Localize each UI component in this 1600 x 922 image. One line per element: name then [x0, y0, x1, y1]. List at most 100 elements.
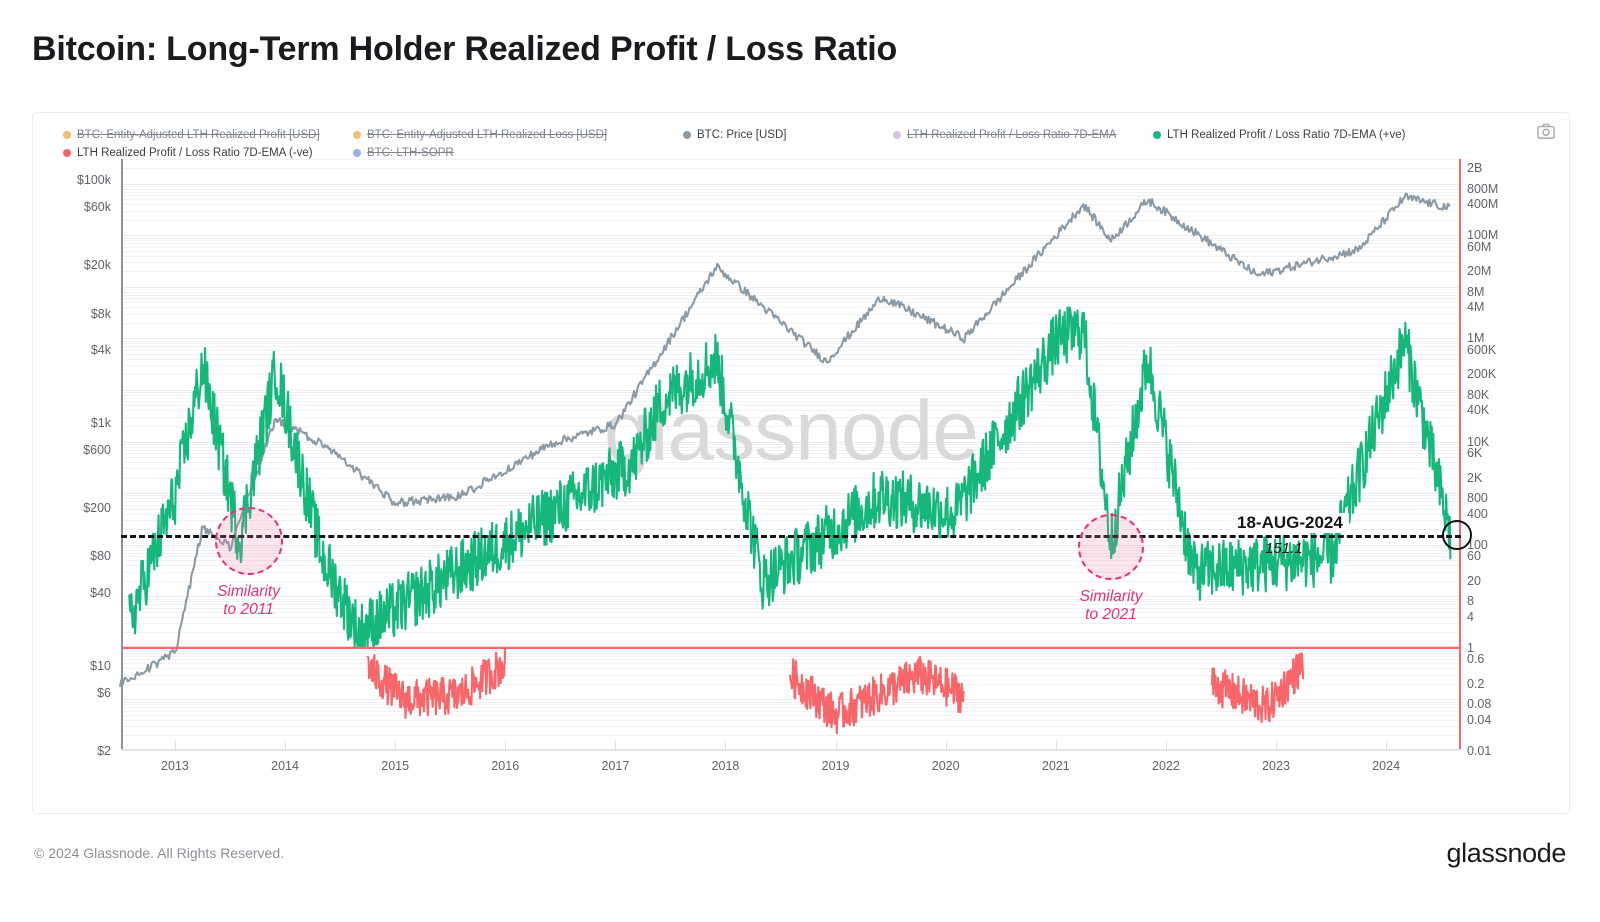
- grid-line: [121, 397, 1461, 399]
- legend-item-1[interactable]: BTC: Entity-Adjusted LTH Realized Loss […: [353, 127, 607, 142]
- x-axis-tick-mark: [174, 741, 176, 751]
- grid-line: [121, 701, 1461, 703]
- y-axis-right-tick: 20M: [1467, 264, 1492, 279]
- y-axis-left-tick: $8k: [90, 306, 111, 321]
- legend-dot-icon: [63, 130, 71, 139]
- grid-line: [121, 374, 1461, 376]
- grid-line: [121, 504, 1461, 506]
- grid-line: [121, 313, 1461, 315]
- legend-dot-icon: [1153, 130, 1161, 139]
- x-axis-tick-mark: [615, 741, 617, 751]
- grid-line: [121, 291, 1461, 293]
- y-axis-left-tick: $20k: [83, 258, 111, 273]
- x-axis-tick: 2022: [1152, 759, 1180, 773]
- x-axis-tick-mark: [285, 741, 287, 751]
- grid-line: [121, 389, 1461, 391]
- y-axis-right-tick: 800: [1467, 491, 1488, 506]
- grid-line: [121, 255, 1461, 257]
- camera-icon[interactable]: [1537, 123, 1555, 139]
- similarity-2021-line1: Similarity: [1079, 588, 1143, 606]
- grid-line: [121, 183, 1461, 185]
- grid-line: [121, 425, 1461, 427]
- x-axis-tick: 2023: [1262, 759, 1290, 773]
- grid-line: [121, 240, 1461, 242]
- y-axis-left-tick: $10: [90, 659, 111, 674]
- grid-line: [121, 191, 1461, 193]
- y-axis-left-tick: $100k: [76, 173, 111, 188]
- y-axis-right-tick: 80K: [1467, 387, 1490, 402]
- grid-line: [121, 338, 1461, 340]
- x-axis-tick-mark: [725, 741, 727, 751]
- y-axis-right-tick: 800M: [1467, 181, 1499, 196]
- similarity-2021-label: Similarity to 2021: [1080, 588, 1143, 624]
- grid-line: [121, 668, 1461, 670]
- y-axis-right-tick: 60M: [1467, 239, 1492, 254]
- y-axis-left-tick: $80: [90, 549, 111, 564]
- y-axis-right-tick: 400M: [1467, 197, 1499, 212]
- grid-line: [121, 294, 1461, 296]
- left-axis-line: [121, 159, 123, 751]
- grid-line: [121, 699, 1461, 701]
- y-axis-left-tick: $60k: [83, 200, 111, 215]
- grid-line: [121, 655, 1461, 657]
- grid-line: [121, 616, 1461, 618]
- grid-line: [121, 410, 1461, 412]
- grid-line: [121, 353, 1461, 355]
- grid-line: [121, 710, 1461, 712]
- y-axis-right-tick: 200K: [1467, 367, 1497, 382]
- legend-item-5[interactable]: LTH Realized Profit / Loss Ratio 7D-EMA …: [63, 145, 313, 160]
- y-axis-right-tick: 0.6: [1467, 652, 1485, 667]
- grid-line: [121, 188, 1461, 190]
- bottom-axis-line: [121, 749, 1461, 751]
- page-title: Bitcoin: Long-Term Holder Realized Profi…: [32, 30, 898, 68]
- series-layer: [119, 192, 1461, 735]
- grid-line: [121, 322, 1461, 324]
- y-axis-left-tick: $1k: [90, 416, 111, 431]
- grid-line: [121, 199, 1461, 201]
- legend-item-4[interactable]: LTH Realized Profit / Loss Ratio 7D-EMA …: [1153, 127, 1406, 142]
- x-axis-tick: 2017: [601, 759, 630, 773]
- legend-label: LTH Realized Profit / Loss Ratio 7D-EMA …: [77, 146, 313, 159]
- legend-dot-icon: [683, 130, 691, 139]
- grid-line: [121, 271, 1461, 273]
- legend-item-0[interactable]: BTC: Entity-Adjusted LTH Realized Profit…: [63, 127, 320, 142]
- grid-line: [121, 611, 1461, 613]
- y-axis-right-tick: 600K: [1467, 342, 1497, 357]
- x-axis-tick: 2024: [1372, 759, 1401, 773]
- grid-line: [121, 674, 1461, 676]
- grid-line: [121, 416, 1461, 418]
- x-axis-tick: 2020: [931, 759, 960, 773]
- x-axis-tick-mark: [945, 741, 947, 751]
- legend-item-2[interactable]: BTC: Price [USD]: [683, 127, 786, 142]
- grid-line: [121, 596, 1461, 598]
- legend-item-6[interactable]: BTC: LTH-SOPR: [353, 145, 454, 160]
- x-axis-tick-mark: [395, 741, 397, 751]
- y-axis-right-tick: 4M: [1467, 300, 1485, 315]
- grid-line: [121, 443, 1461, 445]
- annotation-date-label: 18-AUG-2024: [1231, 513, 1349, 534]
- x-axis-tick: 2015: [381, 759, 410, 773]
- right-axis-line: [1459, 159, 1461, 751]
- grid-line: [121, 544, 1461, 546]
- grid-line: [121, 307, 1461, 309]
- grid-line: [121, 289, 1461, 291]
- grid-line: [121, 493, 1461, 495]
- x-axis-tick: 2014: [271, 759, 299, 773]
- similarity-2011-line1: Similarity: [217, 583, 280, 601]
- grid-line: [121, 286, 1461, 288]
- legend-label: BTC: Entity-Adjusted LTH Realized Profit…: [77, 128, 320, 141]
- grid-line: [121, 358, 1461, 360]
- y-axis-right-tick: 8M: [1467, 284, 1485, 299]
- legend-item-3[interactable]: LTH Realized Profit / Loss Ratio 7D-EMA: [893, 127, 1116, 142]
- legend-label: LTH Realized Profit / Loss Ratio 7D-EMA: [907, 128, 1117, 141]
- grid-line: [121, 441, 1461, 443]
- legend-dot-icon: [893, 130, 901, 139]
- y-axis-left-tick: $6: [97, 686, 111, 701]
- grid-line: [121, 246, 1461, 248]
- grid-line: [121, 529, 1461, 531]
- x-axis-tick-mark: [835, 741, 837, 751]
- y-axis-right-tick: 20: [1467, 573, 1481, 588]
- legend-label: BTC: Price [USD]: [697, 128, 787, 141]
- grid-line: [121, 237, 1461, 239]
